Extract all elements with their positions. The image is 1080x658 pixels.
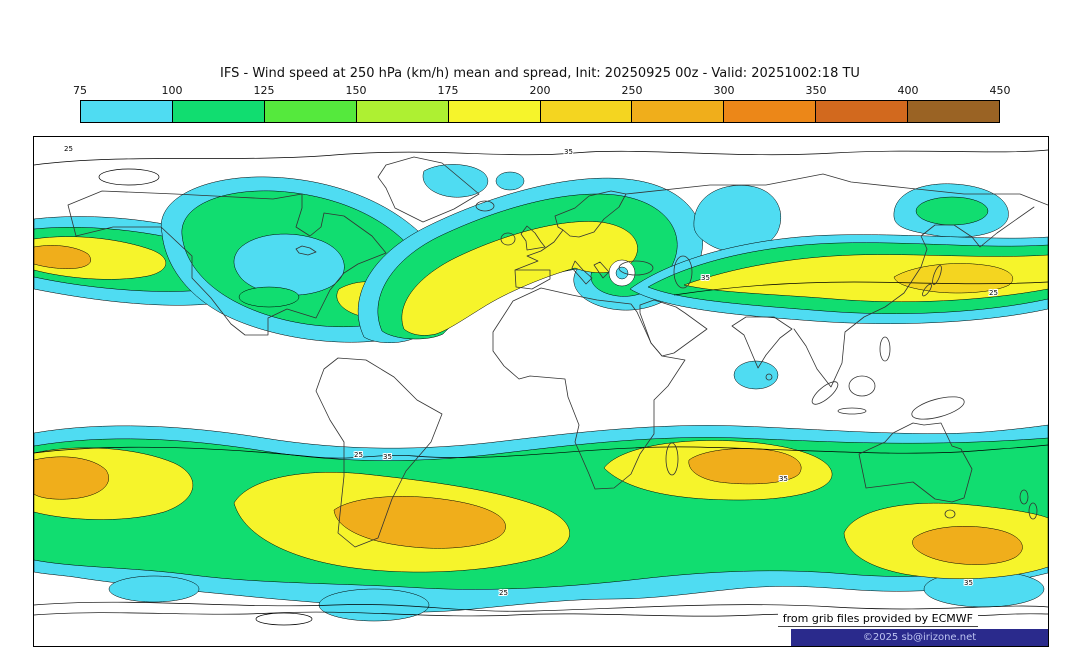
coast-japan-north <box>932 265 942 285</box>
coast-java <box>837 407 867 415</box>
colorbar-segment <box>540 101 633 122</box>
contour-labels: 25 35 35 25 25 35 35 35 25 <box>63 144 999 598</box>
coast-philippines <box>879 336 891 362</box>
sh-circumpolar-jet <box>34 424 1048 622</box>
copyright-bar: ©2025 sb@irizone.net <box>791 629 1048 646</box>
coast-sumatra <box>811 381 839 405</box>
colorbar-segment <box>632 101 725 122</box>
contour-label: 25 <box>499 589 508 597</box>
colorbar-tick: 400 <box>897 84 919 97</box>
map-frame: 25 35 35 25 25 35 35 35 25 from grib fil… <box>33 136 1049 647</box>
colorbar-segment <box>264 101 357 122</box>
great-lakes <box>295 245 317 256</box>
coast-britain <box>520 225 546 251</box>
coast-india <box>731 316 793 369</box>
coast-newguinea <box>911 396 965 420</box>
coast-australia <box>858 422 973 503</box>
caspian-sea <box>673 255 693 289</box>
colorbar-tick: 125 <box>253 84 275 97</box>
arabian-sea-patch <box>733 360 779 390</box>
coast-madagascar <box>665 442 679 476</box>
colorbar-segment <box>448 101 541 122</box>
colorbar-tick: 150 <box>345 84 367 97</box>
coast-nz-north <box>1019 489 1029 505</box>
contour-label: 35 <box>964 579 973 587</box>
coast-iceland <box>475 200 495 212</box>
nh-arctic-patches <box>422 164 1009 252</box>
contour-label: 25 <box>64 145 73 153</box>
colorbar-segment <box>816 101 909 122</box>
colorbar-tick: 300 <box>713 84 735 97</box>
black-sea <box>618 260 654 276</box>
coast-arabia <box>639 299 708 357</box>
coast-north-america <box>67 190 387 336</box>
contour-label: 35 <box>564 148 573 156</box>
colorbar-segment <box>724 101 817 122</box>
coast-europe <box>514 190 627 290</box>
colorbar-tick: 250 <box>621 84 643 97</box>
colorbar-tick: 175 <box>437 84 459 97</box>
colorbar-tick: 350 <box>805 84 827 97</box>
contour-label: 25 <box>989 289 998 297</box>
colorbar-segment <box>172 101 265 122</box>
contour-label: 35 <box>701 274 710 282</box>
colorbar-segment <box>81 101 173 122</box>
credit-text: from grib files provided by ECMWF <box>777 611 978 627</box>
chart-title: IFS - Wind speed at 250 hPa (km/h) mean … <box>220 66 860 81</box>
colorbar-segment <box>356 101 449 122</box>
coastlines <box>67 156 1048 548</box>
coast-tasmania <box>944 509 956 519</box>
colorbar-tick: 100 <box>161 84 183 97</box>
world-map-svg: 25 35 35 25 25 35 35 35 25 <box>34 144 1048 626</box>
colorbar-tick: 75 <box>73 84 87 97</box>
colorbar-segment <box>908 101 1000 122</box>
colorbar-bar <box>80 100 1000 123</box>
coast-greenland <box>377 156 480 223</box>
colorbar-ticks: 75 100 125 150 175 200 250 300 350 400 450 <box>73 84 1011 97</box>
coast-srilanka <box>765 373 773 381</box>
nh-asia-jet <box>629 234 1048 324</box>
contour-label: 25 <box>354 451 363 459</box>
contour-label: 35 <box>383 453 392 461</box>
colorbar-tick: 450 <box>989 84 1011 97</box>
jetstream-shading <box>34 164 1048 622</box>
coast-africa <box>492 287 686 490</box>
coast-asia <box>625 173 1048 388</box>
nh-atlantic-europe-jet <box>357 177 703 343</box>
coast-japan-south <box>922 283 932 297</box>
coast-south-america <box>315 357 443 548</box>
coast-nz-south <box>1028 502 1038 520</box>
colorbar-tick: 200 <box>529 84 551 97</box>
coast-borneo <box>848 375 876 397</box>
contour-label: 35 <box>779 475 788 483</box>
coast-ireland <box>500 232 516 246</box>
